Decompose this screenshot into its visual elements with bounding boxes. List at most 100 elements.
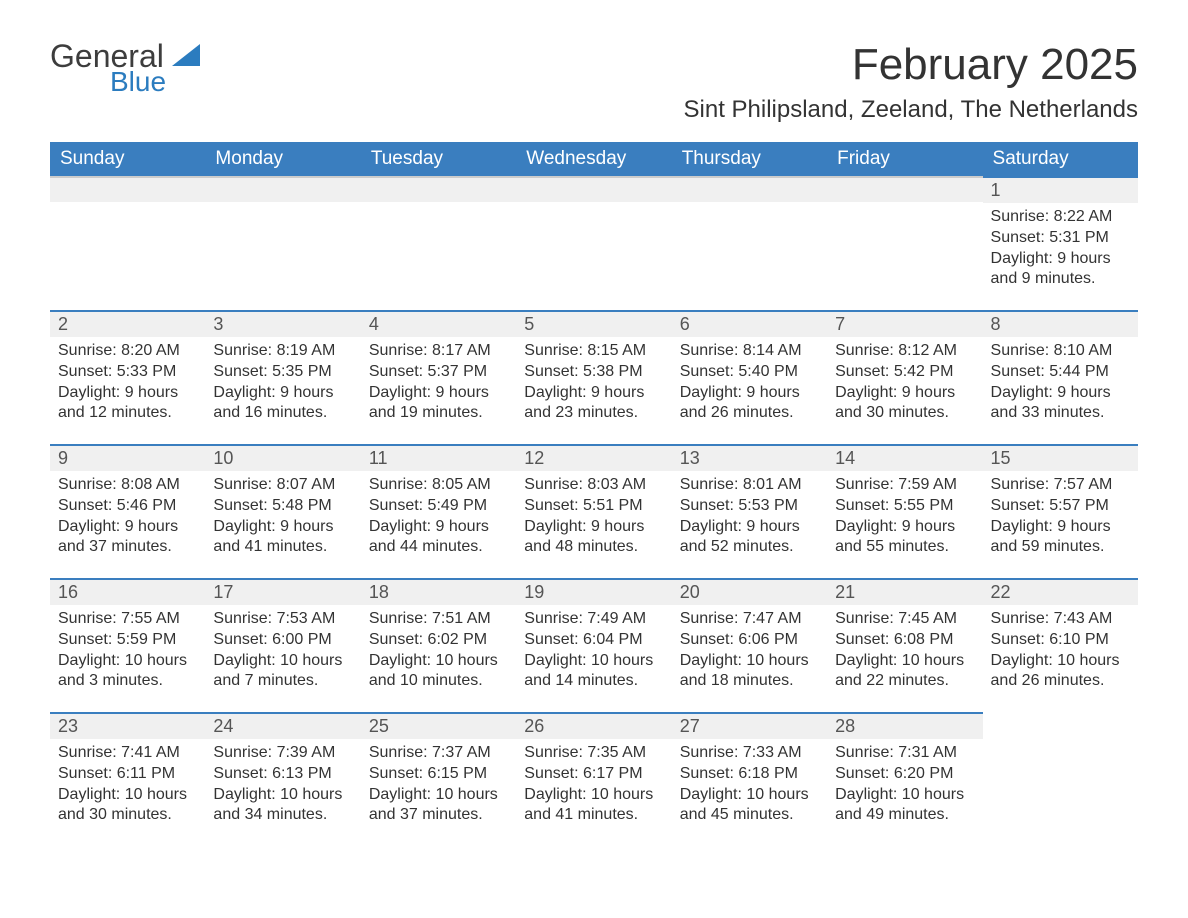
sunset-line: Sunset: 5:33 PM bbox=[58, 362, 197, 383]
day-number: 3 bbox=[205, 310, 360, 337]
logo-triangle-icon bbox=[172, 44, 200, 66]
day-number: 6 bbox=[672, 310, 827, 337]
daylight-line: Daylight: 10 hours and 30 minutes. bbox=[58, 785, 197, 827]
day-number: 21 bbox=[827, 578, 982, 605]
daylight-line: Daylight: 9 hours and 33 minutes. bbox=[991, 383, 1130, 425]
sunrise-line: Sunrise: 7:57 AM bbox=[991, 475, 1130, 496]
daylight-line: Daylight: 10 hours and 45 minutes. bbox=[680, 785, 819, 827]
day-number: 9 bbox=[50, 444, 205, 471]
sunset-line: Sunset: 6:04 PM bbox=[524, 630, 663, 651]
day-details: Sunrise: 8:08 AMSunset: 5:46 PMDaylight:… bbox=[50, 471, 205, 566]
calendar-cell: 6Sunrise: 8:14 AMSunset: 5:40 PMDaylight… bbox=[672, 310, 827, 444]
sunrise-line: Sunrise: 7:55 AM bbox=[58, 609, 197, 630]
calendar-week-row: 1Sunrise: 8:22 AMSunset: 5:31 PMDaylight… bbox=[50, 176, 1138, 310]
day-number: 11 bbox=[361, 444, 516, 471]
day-number: 8 bbox=[983, 310, 1138, 337]
daylight-line: Daylight: 10 hours and 26 minutes. bbox=[991, 651, 1130, 693]
sunset-line: Sunset: 5:31 PM bbox=[991, 228, 1130, 249]
sunset-line: Sunset: 5:49 PM bbox=[369, 496, 508, 517]
calendar-cell bbox=[361, 176, 516, 310]
day-details: Sunrise: 8:20 AMSunset: 5:33 PMDaylight:… bbox=[50, 337, 205, 432]
day-details: Sunrise: 7:37 AMSunset: 6:15 PMDaylight:… bbox=[361, 739, 516, 834]
sunrise-line: Sunrise: 8:08 AM bbox=[58, 475, 197, 496]
day-details: Sunrise: 8:19 AMSunset: 5:35 PMDaylight:… bbox=[205, 337, 360, 432]
sunrise-line: Sunrise: 7:39 AM bbox=[213, 743, 352, 764]
calendar-cell: 14Sunrise: 7:59 AMSunset: 5:55 PMDayligh… bbox=[827, 444, 982, 578]
sunset-line: Sunset: 5:40 PM bbox=[680, 362, 819, 383]
day-details: Sunrise: 7:31 AMSunset: 6:20 PMDaylight:… bbox=[827, 739, 982, 834]
day-details: Sunrise: 7:45 AMSunset: 6:08 PMDaylight:… bbox=[827, 605, 982, 700]
calendar-cell bbox=[672, 176, 827, 310]
sunrise-line: Sunrise: 7:59 AM bbox=[835, 475, 974, 496]
day-number: 22 bbox=[983, 578, 1138, 605]
document-header: General Blue February 2025 Sint Philipsl… bbox=[50, 40, 1138, 124]
sunrise-line: Sunrise: 8:05 AM bbox=[369, 475, 508, 496]
sunset-line: Sunset: 6:18 PM bbox=[680, 764, 819, 785]
calendar-cell bbox=[827, 176, 982, 310]
day-details: Sunrise: 7:33 AMSunset: 6:18 PMDaylight:… bbox=[672, 739, 827, 834]
col-friday: Friday bbox=[827, 142, 982, 176]
sunset-line: Sunset: 5:44 PM bbox=[991, 362, 1130, 383]
daylight-line: Daylight: 10 hours and 41 minutes. bbox=[524, 785, 663, 827]
calendar-week-row: 23Sunrise: 7:41 AMSunset: 6:11 PMDayligh… bbox=[50, 712, 1138, 846]
daylight-line: Daylight: 9 hours and 23 minutes. bbox=[524, 383, 663, 425]
calendar-cell: 9Sunrise: 8:08 AMSunset: 5:46 PMDaylight… bbox=[50, 444, 205, 578]
day-number: 17 bbox=[205, 578, 360, 605]
calendar-cell: 13Sunrise: 8:01 AMSunset: 5:53 PMDayligh… bbox=[672, 444, 827, 578]
sunrise-line: Sunrise: 8:22 AM bbox=[991, 207, 1130, 228]
day-details: Sunrise: 7:53 AMSunset: 6:00 PMDaylight:… bbox=[205, 605, 360, 700]
sunset-line: Sunset: 6:08 PM bbox=[835, 630, 974, 651]
sunrise-line: Sunrise: 7:45 AM bbox=[835, 609, 974, 630]
calendar-cell: 3Sunrise: 8:19 AMSunset: 5:35 PMDaylight… bbox=[205, 310, 360, 444]
calendar-cell bbox=[50, 176, 205, 310]
day-details: Sunrise: 8:07 AMSunset: 5:48 PMDaylight:… bbox=[205, 471, 360, 566]
sunrise-line: Sunrise: 8:20 AM bbox=[58, 341, 197, 362]
calendar-week-row: 16Sunrise: 7:55 AMSunset: 5:59 PMDayligh… bbox=[50, 578, 1138, 712]
daylight-line: Daylight: 10 hours and 3 minutes. bbox=[58, 651, 197, 693]
daylight-line: Daylight: 9 hours and 16 minutes. bbox=[213, 383, 352, 425]
daylight-line: Daylight: 9 hours and 30 minutes. bbox=[835, 383, 974, 425]
sunrise-line: Sunrise: 7:49 AM bbox=[524, 609, 663, 630]
logo-text-blue: Blue bbox=[110, 68, 166, 96]
sunrise-line: Sunrise: 8:03 AM bbox=[524, 475, 663, 496]
calendar-cell: 27Sunrise: 7:33 AMSunset: 6:18 PMDayligh… bbox=[672, 712, 827, 846]
sunset-line: Sunset: 5:46 PM bbox=[58, 496, 197, 517]
day-number: 13 bbox=[672, 444, 827, 471]
day-details: Sunrise: 7:51 AMSunset: 6:02 PMDaylight:… bbox=[361, 605, 516, 700]
sunrise-line: Sunrise: 8:14 AM bbox=[680, 341, 819, 362]
sunrise-line: Sunrise: 7:41 AM bbox=[58, 743, 197, 764]
calendar-cell: 1Sunrise: 8:22 AMSunset: 5:31 PMDaylight… bbox=[983, 176, 1138, 310]
sunrise-line: Sunrise: 8:15 AM bbox=[524, 341, 663, 362]
day-details: Sunrise: 7:55 AMSunset: 5:59 PMDaylight:… bbox=[50, 605, 205, 700]
calendar-cell: 4Sunrise: 8:17 AMSunset: 5:37 PMDaylight… bbox=[361, 310, 516, 444]
calendar-week-row: 9Sunrise: 8:08 AMSunset: 5:46 PMDaylight… bbox=[50, 444, 1138, 578]
empty-day-header bbox=[672, 176, 827, 202]
daylight-line: Daylight: 10 hours and 37 minutes. bbox=[369, 785, 508, 827]
day-details: Sunrise: 7:47 AMSunset: 6:06 PMDaylight:… bbox=[672, 605, 827, 700]
daylight-line: Daylight: 10 hours and 18 minutes. bbox=[680, 651, 819, 693]
calendar-cell: 5Sunrise: 8:15 AMSunset: 5:38 PMDaylight… bbox=[516, 310, 671, 444]
sunset-line: Sunset: 6:17 PM bbox=[524, 764, 663, 785]
daylight-line: Daylight: 9 hours and 37 minutes. bbox=[58, 517, 197, 559]
month-title: February 2025 bbox=[684, 40, 1139, 90]
day-details: Sunrise: 8:01 AMSunset: 5:53 PMDaylight:… bbox=[672, 471, 827, 566]
daylight-line: Daylight: 9 hours and 48 minutes. bbox=[524, 517, 663, 559]
col-saturday: Saturday bbox=[983, 142, 1138, 176]
calendar-cell: 19Sunrise: 7:49 AMSunset: 6:04 PMDayligh… bbox=[516, 578, 671, 712]
logo: General Blue bbox=[50, 40, 200, 96]
calendar-cell: 10Sunrise: 8:07 AMSunset: 5:48 PMDayligh… bbox=[205, 444, 360, 578]
daylight-line: Daylight: 10 hours and 7 minutes. bbox=[213, 651, 352, 693]
sunset-line: Sunset: 5:37 PM bbox=[369, 362, 508, 383]
daylight-line: Daylight: 9 hours and 41 minutes. bbox=[213, 517, 352, 559]
calendar-cell: 24Sunrise: 7:39 AMSunset: 6:13 PMDayligh… bbox=[205, 712, 360, 846]
day-number: 10 bbox=[205, 444, 360, 471]
day-number: 1 bbox=[983, 176, 1138, 203]
sunrise-line: Sunrise: 8:19 AM bbox=[213, 341, 352, 362]
title-block: February 2025 Sint Philipsland, Zeeland,… bbox=[684, 40, 1139, 124]
day-details: Sunrise: 8:03 AMSunset: 5:51 PMDaylight:… bbox=[516, 471, 671, 566]
day-number: 28 bbox=[827, 712, 982, 739]
day-number: 23 bbox=[50, 712, 205, 739]
sunset-line: Sunset: 5:57 PM bbox=[991, 496, 1130, 517]
calendar-cell: 28Sunrise: 7:31 AMSunset: 6:20 PMDayligh… bbox=[827, 712, 982, 846]
calendar-cell: 18Sunrise: 7:51 AMSunset: 6:02 PMDayligh… bbox=[361, 578, 516, 712]
